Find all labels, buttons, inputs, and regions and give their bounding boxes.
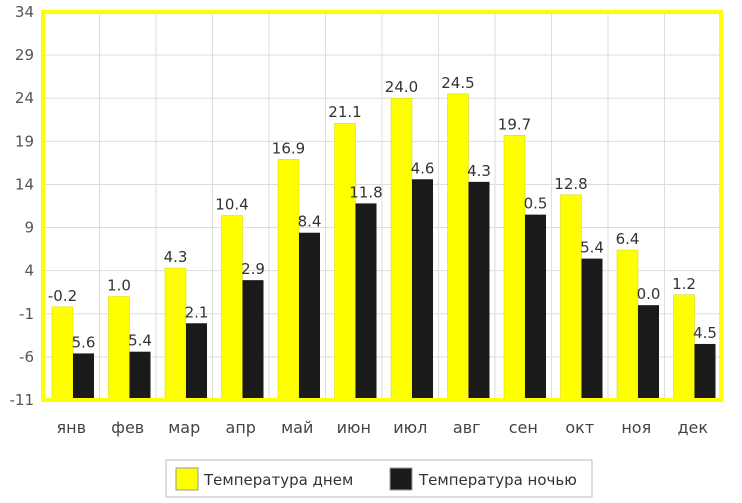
y-tick-label: -1 (19, 305, 34, 323)
data-label-day: 21.1 (328, 103, 361, 121)
bar-night (694, 343, 716, 400)
bar-marks (51, 93, 716, 401)
legend: Температура днем Температура ночью (165, 459, 593, 498)
x-tick-label: ноя (621, 418, 651, 437)
bar-night (355, 203, 377, 400)
bar-day (390, 97, 413, 401)
x-tick-label: май (281, 418, 313, 437)
bar-day (447, 93, 469, 401)
bar-night (242, 280, 264, 400)
x-tick-label: сен (509, 418, 538, 437)
data-label-day: 1.2 (672, 275, 696, 293)
bar-day (221, 215, 243, 401)
data-label-night: 4.6 (411, 159, 435, 177)
legend-label-night: Температура ночью (418, 471, 577, 489)
bar-day (560, 194, 582, 401)
data-label-night: 4.5 (693, 324, 717, 342)
y-tick-label: 24 (15, 89, 34, 107)
bar-day (51, 306, 74, 401)
x-tick-label: мар (168, 418, 200, 437)
x-tick-label: июн (337, 418, 371, 437)
y-tick-label: -11 (10, 391, 35, 409)
bar-day (164, 267, 187, 401)
data-label-night: 2.1 (185, 303, 209, 321)
y-tick-label: 19 (15, 132, 34, 150)
y-axis-ticks: 34 29 24 19 14 9 4 -1 -6 -11 (10, 3, 35, 409)
y-tick-label: 14 (15, 175, 34, 193)
data-label-day: 16.9 (272, 139, 305, 157)
x-tick-label: авг (453, 418, 481, 437)
y-tick-label: 4 (24, 262, 34, 280)
data-label-day: 4.3 (164, 248, 188, 266)
data-label-day: 1.0 (107, 277, 131, 295)
data-label-night: 11.8 (349, 183, 382, 201)
bar-day (673, 294, 695, 401)
plot-border (41, 10, 723, 402)
data-label-day: 24.5 (441, 74, 474, 92)
bar-night (638, 305, 659, 400)
x-tick-label: дек (677, 418, 708, 437)
x-tick-label: июл (393, 418, 427, 437)
data-label-day: 19.7 (498, 115, 531, 133)
y-tick-label: 34 (15, 3, 34, 21)
data-label-night: 0.5 (524, 195, 548, 213)
data-label-day: 12.8 (554, 175, 587, 193)
y-tick-label: -6 (19, 348, 34, 366)
bar-night (468, 181, 490, 400)
bar-day (277, 159, 300, 401)
data-label-night: 8.4 (298, 213, 322, 231)
bar-day (334, 122, 356, 401)
data-labels: -0.2 5.6 1.0 5.4 4.3 2.1 10.4 2.9 16.9 8.4 21.1 11.… (48, 74, 717, 352)
data-label-day: -0.2 (48, 287, 77, 305)
data-label-night: 5.6 (72, 333, 96, 351)
x-tick-label: апр (226, 418, 256, 437)
bar-day (503, 135, 526, 401)
legend-box (165, 459, 593, 498)
bar-night (129, 351, 151, 400)
bar-night (73, 353, 94, 400)
bar-night (581, 258, 603, 400)
bar-day (108, 296, 130, 401)
x-tick-label: янв (56, 418, 86, 437)
x-axis-ticks: янв фев мар апр май июн июл авг сен окт ноя дек (56, 418, 708, 437)
bar-night (186, 323, 207, 400)
data-label-night: 5.4 (128, 332, 152, 350)
legend-swatch-day (175, 467, 199, 491)
bar-night (525, 214, 546, 400)
data-label-day: 24.0 (385, 78, 418, 96)
data-label-day: 10.4 (215, 195, 248, 213)
legend-swatch-night (389, 467, 413, 491)
bar-night (299, 232, 320, 400)
data-label-day: 6.4 (616, 230, 640, 248)
legend-label-day: Температура днем (203, 471, 353, 489)
y-tick-label: 29 (15, 46, 34, 64)
data-label-night: 2.9 (241, 260, 265, 278)
y-tick-label: 9 (24, 219, 34, 237)
data-label-night: 0.0 (637, 285, 661, 303)
data-label-night: 4.3 (467, 162, 491, 180)
x-tick-label: окт (565, 418, 594, 437)
data-label-night: 5.4 (580, 239, 604, 257)
x-tick-label: фев (111, 418, 144, 437)
bar-night (412, 179, 433, 400)
bar-day (616, 249, 639, 401)
